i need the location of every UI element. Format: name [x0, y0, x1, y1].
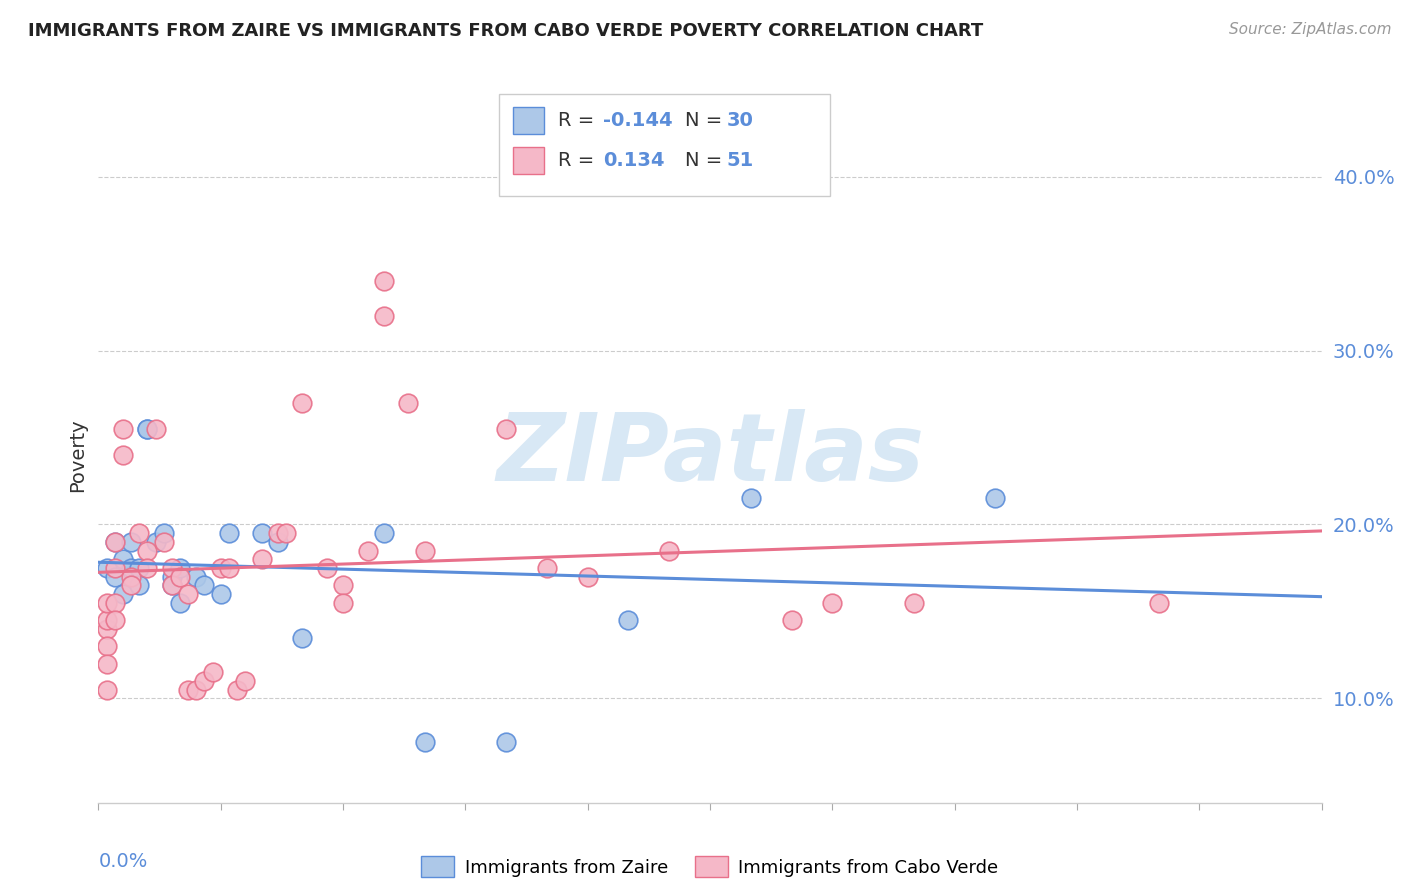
- Point: [136, 422, 159, 436]
- Point: [193, 674, 215, 689]
- Point: [209, 587, 232, 601]
- Point: [104, 596, 127, 610]
- Point: [96, 657, 118, 671]
- Point: [145, 422, 167, 436]
- Point: [658, 543, 681, 558]
- Point: [332, 578, 354, 592]
- Point: [160, 561, 183, 575]
- Point: [617, 613, 640, 627]
- Point: [152, 534, 174, 549]
- Point: [177, 587, 200, 601]
- Point: [128, 561, 150, 575]
- Text: 0.134: 0.134: [603, 151, 665, 170]
- Text: 30: 30: [727, 111, 754, 130]
- Text: N =: N =: [685, 151, 728, 170]
- Text: 0.0%: 0.0%: [98, 852, 148, 871]
- Point: [177, 682, 200, 697]
- Point: [111, 422, 134, 436]
- Point: [104, 534, 127, 549]
- Point: [169, 596, 191, 610]
- Point: [209, 561, 232, 575]
- Point: [267, 534, 290, 549]
- Point: [274, 526, 297, 541]
- Point: [111, 448, 134, 462]
- Point: [193, 578, 215, 592]
- Point: [218, 526, 240, 541]
- Point: [104, 570, 127, 584]
- Point: [576, 570, 599, 584]
- Point: [396, 395, 419, 409]
- Point: [413, 735, 436, 749]
- Point: [413, 543, 436, 558]
- Point: [903, 596, 925, 610]
- Point: [136, 561, 159, 575]
- Point: [136, 543, 159, 558]
- Point: [96, 639, 118, 653]
- Point: [111, 587, 134, 601]
- Point: [128, 578, 150, 592]
- Text: N =: N =: [685, 111, 728, 130]
- Text: R =: R =: [558, 111, 600, 130]
- Point: [373, 274, 395, 288]
- Point: [267, 526, 290, 541]
- Point: [160, 578, 183, 592]
- Point: [373, 309, 395, 323]
- Point: [96, 561, 118, 575]
- Legend: Immigrants from Zaire, Immigrants from Cabo Verde: Immigrants from Zaire, Immigrants from C…: [415, 849, 1005, 884]
- Point: [740, 491, 762, 506]
- Point: [356, 543, 378, 558]
- Text: Source: ZipAtlas.com: Source: ZipAtlas.com: [1229, 22, 1392, 37]
- Text: -0.144: -0.144: [603, 111, 673, 130]
- Point: [250, 526, 273, 541]
- Point: [495, 735, 517, 749]
- Point: [160, 570, 183, 584]
- Point: [120, 534, 142, 549]
- Point: [96, 622, 118, 636]
- Point: [111, 552, 134, 566]
- Point: [186, 682, 208, 697]
- Point: [120, 561, 142, 575]
- Point: [821, 596, 844, 610]
- Point: [373, 526, 395, 541]
- Point: [169, 561, 191, 575]
- Point: [96, 596, 118, 610]
- Point: [136, 422, 159, 436]
- Point: [233, 674, 256, 689]
- Point: [332, 596, 354, 610]
- Text: IMMIGRANTS FROM ZAIRE VS IMMIGRANTS FROM CABO VERDE POVERTY CORRELATION CHART: IMMIGRANTS FROM ZAIRE VS IMMIGRANTS FROM…: [28, 22, 983, 40]
- Point: [120, 570, 142, 584]
- Point: [291, 395, 314, 409]
- Point: [120, 578, 142, 592]
- Point: [104, 613, 127, 627]
- Point: [104, 534, 127, 549]
- Point: [1147, 596, 1170, 610]
- Point: [160, 578, 183, 592]
- Point: [169, 570, 191, 584]
- Point: [186, 570, 208, 584]
- Point: [96, 613, 118, 627]
- Text: 51: 51: [727, 151, 754, 170]
- Point: [250, 552, 273, 566]
- Text: R =: R =: [558, 151, 607, 170]
- Point: [984, 491, 1007, 506]
- Point: [291, 631, 314, 645]
- Point: [201, 665, 224, 680]
- Point: [218, 561, 240, 575]
- Point: [128, 526, 150, 541]
- Point: [104, 561, 127, 575]
- Point: [96, 682, 118, 697]
- Point: [152, 526, 174, 541]
- Point: [780, 613, 803, 627]
- Point: [315, 561, 337, 575]
- Text: ZIPatlas: ZIPatlas: [496, 409, 924, 501]
- Point: [536, 561, 558, 575]
- Point: [226, 682, 249, 697]
- Point: [145, 534, 167, 549]
- Y-axis label: Poverty: Poverty: [69, 418, 87, 491]
- Point: [495, 422, 517, 436]
